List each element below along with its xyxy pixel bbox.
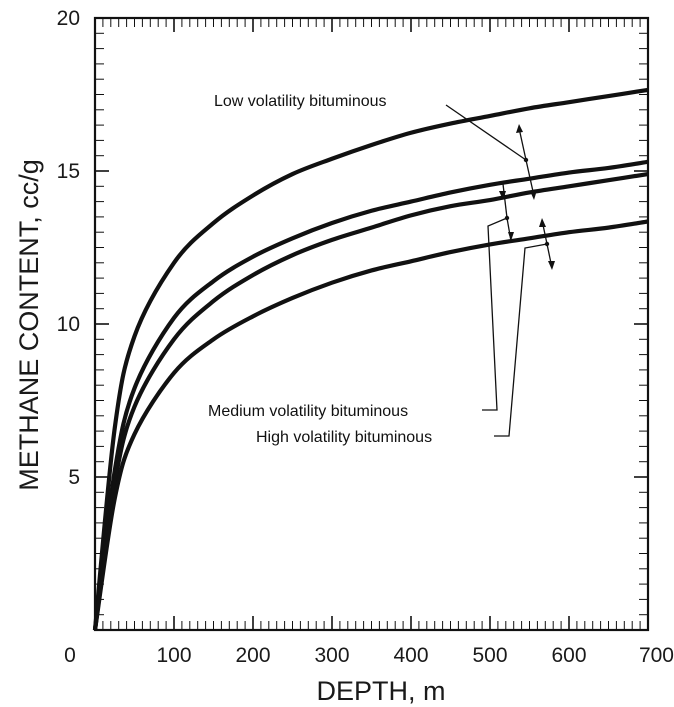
- y-tick-label: 15: [57, 160, 80, 183]
- x-tick-label: 600: [551, 644, 586, 667]
- medium-volatility-dot: [504, 215, 510, 221]
- annotation-low-volatility: Low volatility bituminous: [214, 93, 387, 110]
- series-line-2: [92, 171, 649, 631]
- arrowhead: [516, 124, 523, 133]
- y-tick-label: 10: [57, 313, 80, 336]
- series-line-0: [92, 87, 649, 631]
- series-line-3: [92, 219, 649, 631]
- series-line-1: [92, 159, 649, 631]
- x-tick-label: 300: [314, 644, 349, 667]
- medium-volatility-arrow-up: [502, 183, 508, 219]
- y-tick-label: 20: [57, 7, 80, 30]
- x-tick-label: 0: [64, 644, 76, 667]
- y-tick-label: 5: [68, 466, 80, 489]
- arrowhead: [539, 218, 546, 227]
- low-volatility-arrow-up: [518, 127, 527, 161]
- x-tick-label: 400: [393, 644, 428, 667]
- arrowhead: [508, 232, 514, 241]
- y-axis-title: METHANE CONTENT, cc/g: [14, 159, 44, 491]
- plot-frame: [93, 16, 650, 632]
- arrowhead: [499, 191, 506, 200]
- low-volatility-leader: [445, 104, 527, 161]
- x-tick-label: 700: [639, 644, 674, 667]
- arrowhead: [530, 190, 537, 200]
- x-tick-label: 100: [156, 644, 191, 667]
- high-volatility-leader: [494, 243, 548, 437]
- tick-labels: 0 100 200 300 400 500 600 700 5 10 15 20: [57, 7, 674, 667]
- high-volatility-dot: [544, 241, 550, 247]
- curves: [92, 87, 649, 631]
- x-axis-title: DEPTH, m: [316, 676, 445, 706]
- x-tick-label: 500: [472, 644, 507, 667]
- annotation-high-volatility: High volatility bituminous: [256, 429, 432, 446]
- low-volatility-dot: [523, 157, 529, 163]
- medium-volatility-leader: [482, 217, 508, 411]
- annotation-medium-volatility: Medium volatility bituminous: [208, 403, 408, 420]
- low-volatility-arrow-down: [525, 159, 535, 197]
- arrowheads: [499, 124, 555, 270]
- arrowhead: [548, 261, 555, 270]
- annotation-leaders: [445, 104, 553, 437]
- x-tick-label: 200: [235, 644, 270, 667]
